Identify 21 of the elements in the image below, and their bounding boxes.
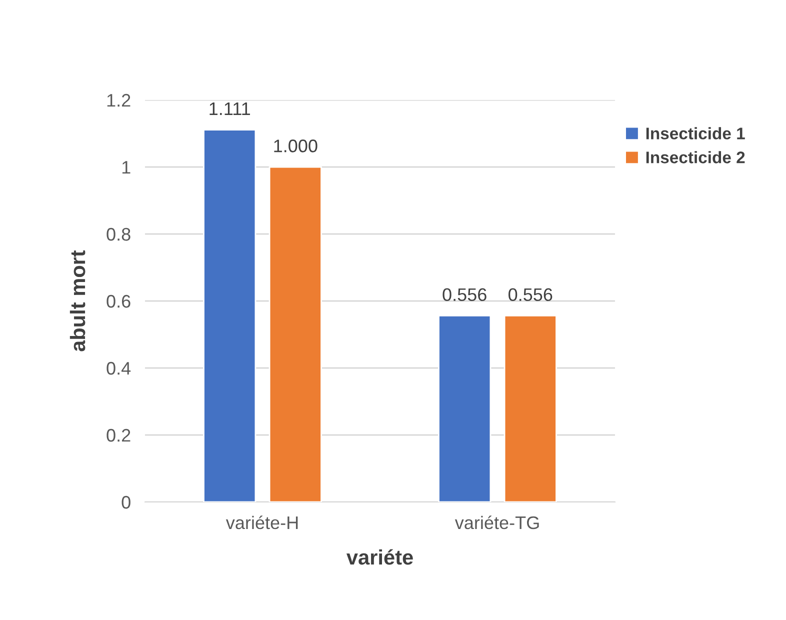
y-tick-label: 1.2 <box>107 94 130 107</box>
data-label: 1.000 <box>274 140 318 152</box>
x-axis-title: variéte <box>346 549 413 565</box>
data-label: 0.556 <box>442 288 486 302</box>
y-tick-label: 0.6 <box>106 294 130 308</box>
x-tick-label: variéte-H <box>226 516 298 530</box>
y-tick-label: 0.4 <box>106 362 131 375</box>
y-tick-label: 0 <box>122 496 130 509</box>
y-tick-label: 1 <box>122 161 130 174</box>
data-label: 1.111 <box>210 102 250 115</box>
legend-label: Insecticide 2 <box>646 151 745 164</box>
x-tick-label: variéte-TG <box>454 516 539 530</box>
y-tick-label: 0.2 <box>106 428 130 442</box>
bar <box>438 315 492 502</box>
y-tick-label: 0.8 <box>106 228 130 241</box>
y-axis-title: abult mort <box>70 250 86 352</box>
legend-label: Insecticide 1 <box>646 127 745 140</box>
bar <box>504 315 557 502</box>
bar <box>203 129 256 502</box>
data-label: 0.556 <box>508 288 552 302</box>
bar <box>268 166 322 502</box>
